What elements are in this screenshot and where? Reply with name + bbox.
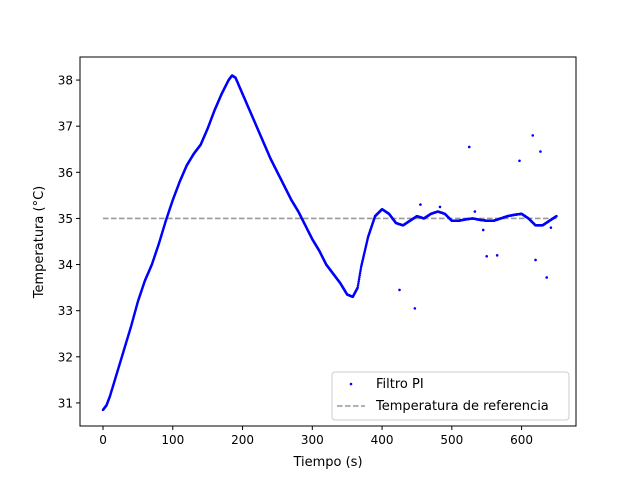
outlier-point: [467, 145, 471, 149]
x-tick-label: 600: [510, 433, 533, 447]
outlier-point: [473, 210, 477, 213]
y-tick-label: 35: [58, 212, 73, 226]
outlier-point: [485, 254, 489, 258]
y-axis-label: Temperatura (°C): [32, 186, 47, 299]
y-tick-label: 36: [58, 166, 73, 180]
outlier-point: [398, 288, 401, 292]
x-axis-label: Tiempo (s): [292, 455, 362, 470]
y-tick-label: 37: [58, 120, 73, 134]
data-point: [356, 284, 360, 287]
outlier-point: [495, 254, 499, 257]
data-point: [358, 275, 361, 279]
x-tick-label: 500: [440, 433, 463, 447]
outlier-point: [534, 258, 537, 262]
legend-box: [331, 371, 570, 421]
data-point: [356, 286, 359, 289]
y-tick-label: 34: [58, 258, 73, 272]
x-tick-label: 0: [99, 433, 107, 447]
data-point: [359, 267, 363, 271]
legend-marker-filtro-pi: [349, 382, 353, 386]
outlier-point: [518, 159, 521, 163]
outlier-point: [549, 226, 553, 229]
data-point: [358, 273, 361, 277]
y-tick-label: 32: [58, 350, 73, 364]
data-point: [555, 214, 558, 218]
outlier-point: [539, 150, 542, 153]
data-point: [358, 271, 362, 275]
y-axis-ticks: 31 32 33 34 35 36 37 38: [58, 74, 80, 410]
outlier-point: [413, 307, 417, 310]
legend-label-reference: Temperatura de referencia: [375, 399, 549, 414]
data-point: [357, 278, 361, 281]
data-point: [357, 282, 360, 285]
x-tick-label: 300: [301, 433, 324, 447]
x-tick-label: 100: [161, 433, 184, 447]
outlier-point: [481, 228, 485, 232]
y-tick-label: 33: [58, 304, 73, 318]
data-point: [357, 280, 360, 283]
plot-frame: [79, 56, 577, 427]
legend-label-filtro-pi: Filtro PI: [376, 377, 424, 392]
outlier-point: [438, 205, 442, 209]
outlier-point: [419, 203, 422, 206]
outlier-point: [531, 134, 535, 137]
x-tick-label: 200: [231, 433, 254, 447]
x-axis-ticks: 0 100 200 300 400 500 600: [99, 426, 533, 447]
outlier-point: [545, 276, 549, 279]
x-tick-label: 400: [371, 433, 394, 447]
data-points-layer: [101, 74, 558, 412]
legend: Filtro PI Temperatura de referencia: [331, 371, 570, 421]
y-tick-label: 38: [58, 74, 73, 88]
y-tick-label: 31: [58, 396, 73, 410]
plot-area: [80, 57, 576, 426]
data-point: [359, 269, 362, 273]
